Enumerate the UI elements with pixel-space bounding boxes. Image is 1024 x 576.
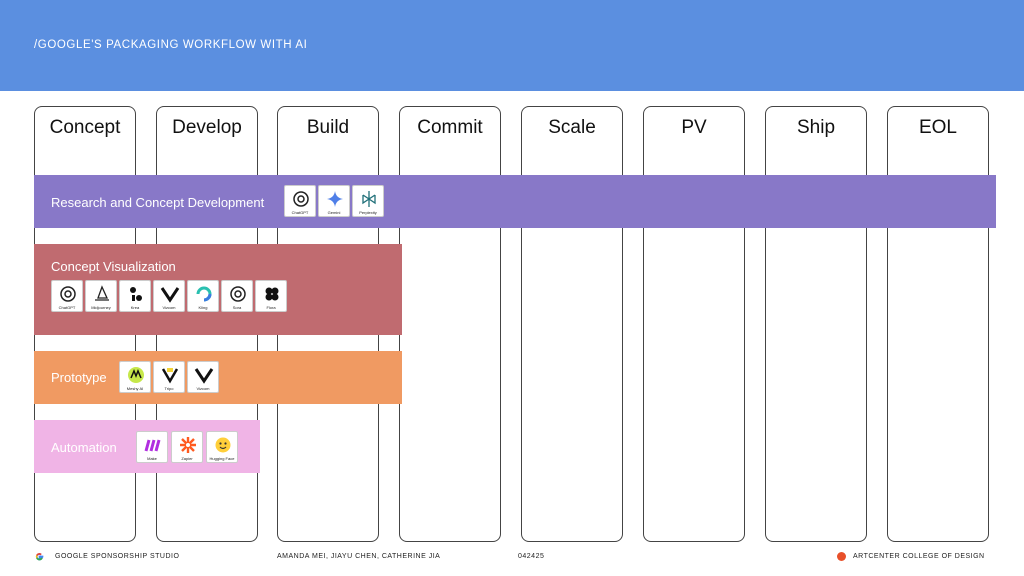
tool-name: Make [147,456,157,461]
tool-name: Meshy AI [126,386,144,391]
artcenter-dot-icon [837,552,846,561]
tool-vizcom: Vizcom [187,361,219,393]
tool-zapier: Zapier [171,431,203,463]
vizcom-icon [194,368,214,384]
hugging-face-icon [215,437,231,453]
tool-name: Vizcom [196,386,210,391]
sora-icon [230,286,246,302]
band-automation-label: Automation [51,440,117,455]
google-logo-icon [35,553,44,561]
tool-flora: Flora [255,280,287,312]
tool-name: Sora [232,305,242,310]
tool-hugging-face: Hugging Face [206,431,238,463]
tool-name: ChatGPT [291,210,309,215]
tool-sora: Sora [221,280,253,312]
stage-title-ship: Ship [796,117,836,138]
stage-title-commit: Commit [417,117,483,138]
perplexity-icon [362,191,376,207]
tool-name: Perplexity [359,210,377,215]
tool-vizcom: Vizcom [153,280,185,312]
stage-title-pv: PV [681,117,707,138]
tool-gemini: Gemini [318,185,350,217]
tool-name: Midjourney [91,305,111,310]
tool-kling: Kling [187,280,219,312]
band-visualization: Concept Visualization ChatGPT Midjourney… [34,244,402,335]
tool-name: Vizcom [162,305,176,310]
band-prototype-label: Prototype [51,370,107,385]
footer-school: ARTCENTER COLLEGE OF DESIGN [853,553,985,560]
tool-name: Krea [130,305,140,310]
page-title: /GOOGLE'S PACKAGING WORKFLOW WITH AI [34,39,308,51]
gemini-icon [327,191,343,207]
band-research-label: Research and Concept Development [51,195,265,210]
meshy-icon [128,367,144,383]
krea-icon [130,287,142,301]
tool-name: Hugging Face [209,456,235,461]
stage-title-concept: Concept [49,117,121,138]
band-visualization-label: Concept Visualization [51,259,176,274]
stage-column-ship [765,106,867,542]
band-prototype: Prototype Meshy AI Tripo Vizcom [34,351,402,404]
tool-chatgpt: ChatGPT [51,280,83,312]
band-automation: Automation Make Zapier Hugging Face [34,420,260,473]
tool-krea: Krea [119,280,151,312]
header-bar: /GOOGLE'S PACKAGING WORKFLOW WITH AI [0,0,1024,91]
vizcom-icon [160,287,180,303]
stage-column-scale [521,106,623,542]
chatgpt-icon [60,286,76,302]
tool-make: Make [136,431,168,463]
tool-name: Gemini [327,210,341,215]
tool-tripo: Tripo [153,361,185,393]
stage-column-pv [643,106,745,542]
tool-name: Flora [266,305,276,310]
tool-meshy-ai: Meshy AI [119,361,151,393]
tool-name: ChatGPT [58,305,76,310]
stage-title-build: Build [306,117,350,138]
tool-chatgpt: ChatGPT [284,185,316,217]
midjourney-icon [95,285,109,301]
make-icon [144,439,161,452]
tool-name: Kling [198,305,208,310]
stage-title-scale: Scale [548,117,596,138]
kling-icon [196,286,212,302]
tool-name: Tripo [164,386,174,391]
footer-authors: AMANDA MEI, JIAYU CHEN, CATHERINE JIA [277,553,441,560]
tool-name: Zapier [181,456,193,461]
stage-title-eol: EOL [918,117,958,138]
band-research: Research and Concept Development ChatGPT… [34,175,996,228]
stage-column-eol [887,106,989,542]
chatgpt-icon [293,191,309,207]
tripo-icon [161,368,179,384]
tool-perplexity: Perplexity [352,185,384,217]
flora-icon [265,287,279,301]
zapier-icon [180,437,196,453]
stage-column-commit [399,106,501,542]
tool-midjourney: Midjourney [85,280,117,312]
footer-studio: GOOGLE SPONSORSHIP STUDIO [55,553,180,560]
stage-title-develop: Develop [172,117,242,138]
footer-code: 042425 [518,553,545,560]
